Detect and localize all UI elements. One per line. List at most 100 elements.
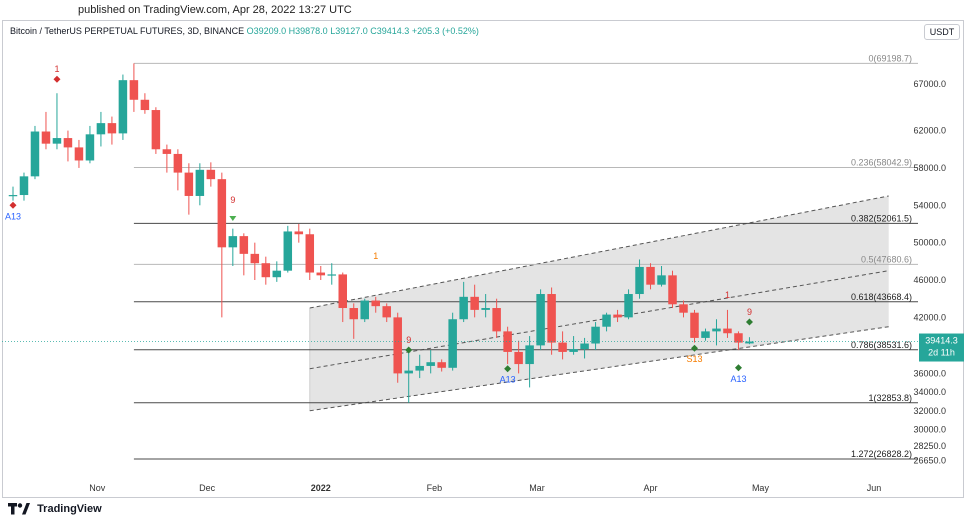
fib-label: 0.236(58042.9) bbox=[851, 158, 912, 168]
price-tick-label: 34000.0 bbox=[913, 387, 946, 397]
signal-diamond bbox=[734, 364, 742, 372]
candle-body bbox=[558, 342, 567, 352]
candle-body bbox=[679, 304, 688, 313]
candle-body bbox=[140, 99, 150, 111]
ohlc-change: +205.3 (+0.52%) bbox=[411, 26, 479, 36]
time-tick-label: Feb bbox=[427, 483, 443, 493]
candle-body bbox=[74, 147, 84, 161]
candle-body bbox=[437, 362, 446, 368]
channel-fill bbox=[309, 195, 889, 411]
candle-body bbox=[503, 331, 512, 352]
signal-label: S13 bbox=[686, 354, 702, 364]
last-price-layer: 39414.3 2d 11h bbox=[2, 333, 964, 362]
price-axis[interactable]: 67000.0 62000.0 58000.0 54000.0 50000.0 46000… bbox=[913, 79, 946, 466]
candle-body bbox=[492, 308, 501, 332]
tradingview-brand[interactable]: TradingView bbox=[8, 503, 102, 515]
candle-body bbox=[217, 179, 227, 248]
candle-body bbox=[613, 314, 622, 318]
signal-label: 9 bbox=[406, 335, 411, 345]
candle-body bbox=[459, 296, 468, 320]
candle-body bbox=[30, 131, 40, 177]
candle-body bbox=[569, 349, 578, 352]
time-tick-label: Apr bbox=[644, 483, 658, 493]
candle-body bbox=[624, 294, 633, 318]
candle-body bbox=[338, 274, 348, 309]
channel-upper-line bbox=[309, 195, 889, 309]
candle-body bbox=[481, 308, 490, 310]
candle-body bbox=[283, 231, 293, 271]
signal-label: 9 bbox=[747, 307, 752, 317]
candle-body bbox=[668, 275, 677, 305]
ohlc-open: O39209.0 bbox=[246, 26, 287, 36]
fib-label: 0(69198.7) bbox=[868, 53, 912, 63]
ohlc-close: C39414.3 bbox=[370, 26, 410, 36]
signal-label: A13 bbox=[730, 374, 746, 384]
last-price-countdown: 2d 11h bbox=[928, 348, 955, 358]
signal-label: 1 bbox=[725, 290, 730, 300]
tradingview-logo-icon bbox=[8, 503, 30, 515]
candle-body bbox=[701, 331, 710, 338]
candle-body bbox=[272, 270, 282, 278]
time-tick-label: Mar bbox=[529, 483, 545, 493]
candle-body bbox=[118, 80, 128, 134]
candle-body bbox=[305, 234, 315, 273]
price-tick-label: 30000.0 bbox=[913, 424, 946, 434]
candle-body bbox=[206, 169, 216, 180]
signal-diamond bbox=[53, 75, 61, 83]
markers-layer: A13 1 9 1 9 A13 S13 1 A13 9 bbox=[5, 64, 753, 385]
candle-body bbox=[525, 345, 534, 365]
candle-body bbox=[426, 362, 435, 366]
candle-body bbox=[602, 314, 611, 327]
candle-body bbox=[415, 365, 424, 371]
price-tick-label: 62000.0 bbox=[913, 126, 946, 136]
signal-label: A13 bbox=[500, 375, 516, 385]
candle-body bbox=[173, 153, 183, 173]
time-tick-label: May bbox=[752, 483, 770, 493]
published-note: published on TradingView.com, Apr 28, 20… bbox=[78, 4, 352, 16]
chart-frame bbox=[2, 20, 964, 498]
candle-body bbox=[514, 351, 523, 365]
signal-diamond bbox=[690, 344, 698, 352]
time-axis[interactable]: Nov Dec 2022 Feb Mar Apr May Jun bbox=[89, 483, 881, 493]
candles-layer bbox=[8, 63, 754, 403]
price-tick-label: 54000.0 bbox=[913, 200, 946, 210]
signal-diamond bbox=[745, 318, 753, 326]
currency-button[interactable]: USDT bbox=[924, 24, 960, 40]
fib-label: 0.382(52061.5) bbox=[851, 213, 912, 223]
candle-body bbox=[184, 172, 194, 196]
candle-body bbox=[382, 306, 391, 318]
price-tick-label: 36000.0 bbox=[913, 368, 946, 378]
fib-label: 0.5(47680.6) bbox=[861, 254, 912, 264]
candle-body bbox=[745, 341, 754, 344]
signal-diamond bbox=[504, 365, 512, 373]
time-tick-label: Nov bbox=[89, 483, 106, 493]
candle-body bbox=[536, 294, 545, 346]
signal-label: 9 bbox=[230, 195, 235, 205]
candle-body bbox=[470, 296, 479, 310]
candle-body bbox=[85, 134, 95, 161]
candle-body bbox=[646, 266, 655, 285]
candle-body bbox=[151, 110, 161, 150]
time-tick-label: Dec bbox=[199, 483, 216, 493]
candle-body bbox=[723, 328, 732, 334]
signal-triangle bbox=[229, 215, 237, 221]
fib-label: 0.618(43668.4) bbox=[851, 292, 912, 302]
signal-label: 1 bbox=[54, 64, 59, 74]
symbol-legend: Bitcoin / TetherUS PERPETUAL FUTURES, 3D… bbox=[10, 26, 479, 36]
candle-body bbox=[690, 312, 699, 338]
candle-body bbox=[591, 326, 600, 344]
candle-body bbox=[734, 333, 743, 343]
candle-body bbox=[635, 266, 644, 295]
candle-body bbox=[580, 343, 589, 350]
candle-body bbox=[8, 195, 18, 197]
candle-body bbox=[448, 319, 457, 368]
ohlc-low: L39127.0 bbox=[330, 26, 368, 36]
fib-label: 1.272(26828.2) bbox=[851, 449, 912, 459]
last-price-badge bbox=[919, 333, 964, 362]
candle-body bbox=[294, 231, 304, 235]
candle-body bbox=[250, 253, 260, 264]
candle-body bbox=[393, 317, 402, 374]
candle-body bbox=[371, 300, 380, 307]
candle-body bbox=[261, 263, 271, 278]
